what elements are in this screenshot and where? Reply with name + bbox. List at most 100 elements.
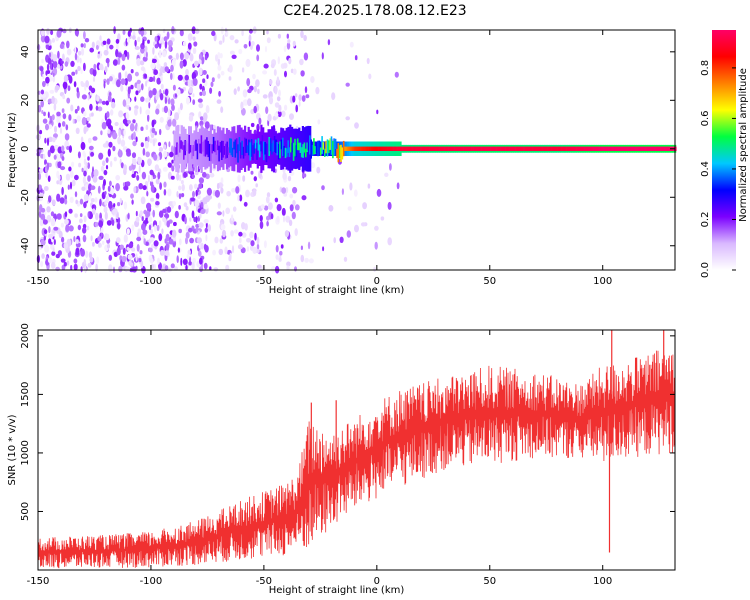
heatmap-ridge-cell: [562, 146, 565, 151]
heatmap-noise-cell: [52, 60, 58, 69]
heatmap-ridge-cell: [325, 140, 327, 154]
heatmap-noise-cell: [64, 61, 69, 67]
heatmap-noise-cell: [181, 184, 185, 192]
heatmap-noise-cell: [188, 256, 192, 264]
heatmap-noise-cell: [257, 264, 262, 269]
heatmap-noise-cell: [163, 36, 168, 42]
heatmap-noise-cell: [135, 90, 139, 96]
heatmap-noise-cell: [147, 136, 150, 143]
heatmap-noise-cell: [366, 57, 370, 65]
heatmap-ridge-cell: [611, 146, 613, 151]
heatmap-ridge-cell: [361, 146, 364, 151]
heatmap-ridge-cell: [433, 146, 436, 151]
heatmap-noise-cell: [145, 80, 148, 87]
heatmap-noise-cell: [176, 255, 179, 263]
heatmap-ridge-cell: [199, 143, 201, 154]
heatmap-ridge-cell: [536, 146, 539, 151]
heatmap-noise-cell: [164, 250, 170, 256]
heatmap-noise-cell: [158, 233, 163, 242]
heatmap-noise-cell: [81, 48, 85, 56]
heatmap-noise-cell: [244, 223, 248, 231]
heatmap-ridge-cell: [273, 136, 276, 152]
heatmap-noise-cell: [216, 99, 222, 104]
heatmap-noise-cell: [243, 201, 248, 207]
heatmap-noise-cell: [204, 227, 208, 233]
heatmap-noise-cell: [286, 42, 291, 50]
heatmap-noise-cell: [52, 72, 55, 77]
heatmap-noise-cell: [87, 175, 91, 182]
heatmap-ridge-cell: [589, 146, 592, 151]
heatmap-noise-cell: [220, 106, 224, 113]
heatmap-noise-cell: [48, 233, 54, 239]
heatmap-noise-cell: [47, 257, 53, 264]
heatmap-ridge-cell: [554, 146, 556, 151]
heatmap-noise-cell: [284, 104, 288, 111]
heatmap-noise-cell: [153, 240, 159, 247]
heatmap-ridge-cell: [368, 146, 371, 151]
heatmap-ridge-cell: [221, 140, 223, 160]
heatmap-noise-cell: [131, 247, 136, 252]
heatmap-noise-cell: [138, 183, 143, 190]
heatmap-noise-cell: [173, 221, 177, 227]
heatmap-ridge-cell: [624, 146, 627, 151]
heatmap-ridge-cell: [650, 146, 653, 151]
heatmap-noise-cell: [264, 45, 268, 53]
snr-frame: [37, 329, 676, 571]
heatmap-noise-cell: [51, 199, 56, 206]
heatmap-noise-cell: [262, 94, 268, 99]
heatmap-noise-cell: [66, 48, 72, 56]
heatmap-noise-cell: [286, 261, 291, 267]
heatmap-noise-cell: [57, 154, 61, 162]
heatmap-noise-cell: [75, 247, 80, 256]
heatmap-ridge-cell: [341, 147, 344, 160]
heatmap-ridge-cell: [661, 146, 663, 151]
heatmap-ridge-cell: [504, 146, 506, 151]
heatmap-noise-cell: [161, 228, 164, 235]
heatmap-noise-cell: [48, 226, 51, 234]
heatmap-noise-cell: [74, 52, 78, 61]
heatmap-noise-cell: [107, 243, 110, 249]
heatmap-ridge-cell: [393, 146, 395, 151]
heatmap-noise-cell: [149, 228, 154, 235]
heatmap-noise-cell: [170, 145, 174, 154]
heatmap-noise-cell: [118, 148, 121, 158]
heatmap-noise-cell: [303, 52, 309, 61]
heatmap-noise-cell: [179, 52, 184, 61]
heatmap-noise-cell: [220, 187, 224, 194]
snr-x-ticks: -150 -100 -50 0 50 100: [27, 330, 612, 587]
heatmap-noise-cell: [49, 145, 55, 154]
heatmap-ridge-cell: [353, 146, 356, 151]
heatmap-ridge-cell: [306, 142, 308, 152]
heatmap-ridge-cell: [390, 146, 392, 151]
heatmap-noise-cell: [206, 74, 209, 79]
heatmap-ridge-cell: [660, 146, 662, 151]
heatmap-noise-cell: [380, 216, 385, 221]
heatmap-noise-cell: [128, 165, 133, 171]
heatmap-noise-cell: [98, 242, 101, 248]
heatmap-noise-cell: [175, 93, 177, 98]
heatmap-ridge-cell: [530, 146, 532, 151]
heatmap-noise-cell: [55, 253, 60, 259]
heatmap-noise-cell: [310, 76, 315, 83]
heatmap-noise-cell: [247, 88, 252, 94]
heatmap-noise-cell: [89, 103, 93, 111]
heatmap-noise-cell: [41, 58, 44, 64]
heatmap-noise-cell: [277, 110, 282, 118]
heatmap-noise-cell: [354, 122, 359, 129]
heatmap-noise-cell: [178, 228, 182, 234]
colorbar-gradient: [712, 30, 736, 270]
heatmap-noise-cell: [384, 172, 389, 177]
heatmap-ridge-cell: [376, 146, 379, 151]
heatmap-noise-cell: [239, 194, 243, 202]
heatmap-noise-cell: [163, 189, 167, 196]
heatmap-noise-cell: [57, 146, 63, 154]
heatmap-noise-cell: [341, 188, 344, 196]
heatmap-ridge-cell: [244, 137, 246, 156]
heatmap-ridge-cell: [223, 146, 226, 155]
heatmap-ridge-cell: [300, 147, 303, 158]
heatmap-noise-cell: [132, 158, 137, 166]
heatmap-noise-cell: [56, 180, 60, 185]
snr-series-line: [37, 350, 676, 569]
heatmap-noise-cell: [210, 81, 214, 88]
heatmap-ridge-cell: [257, 138, 260, 151]
